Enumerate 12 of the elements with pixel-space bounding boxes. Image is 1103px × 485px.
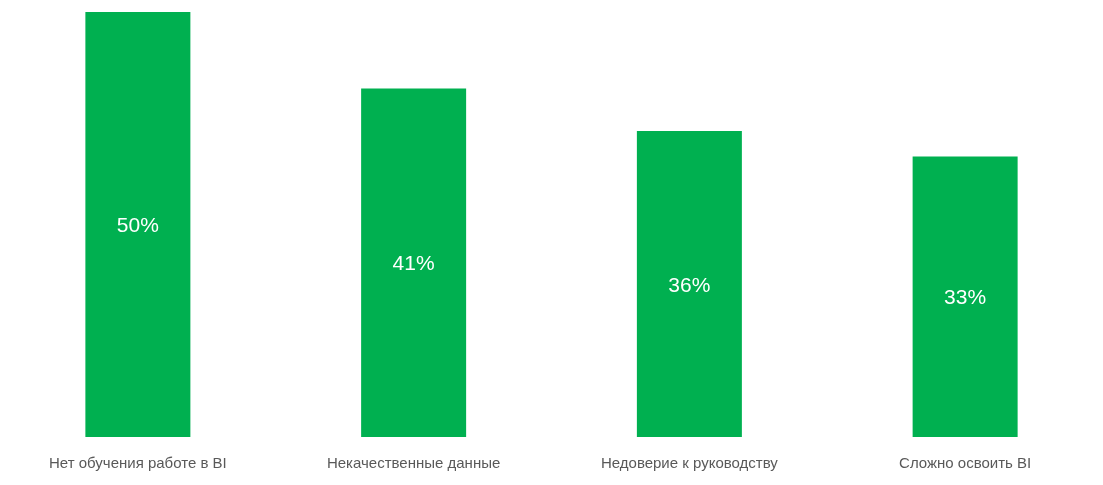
x-tick-label: Некачественные данные: [326, 454, 501, 471]
data-label: 36%: [668, 272, 711, 296]
data-label: 50%: [116, 213, 159, 236]
bar: [912, 156, 1018, 437]
x-tick-label: Нет обучения работе в BI: [49, 454, 227, 471]
bar: [636, 131, 742, 437]
bar: [361, 88, 467, 437]
x-tick-label: Недоверие к руководству: [600, 454, 779, 471]
data-label: 33%: [944, 285, 987, 309]
x-tick-label: Сложно освоить BI: [899, 454, 1032, 471]
bar: [85, 12, 191, 437]
data-label: 41%: [392, 251, 435, 275]
